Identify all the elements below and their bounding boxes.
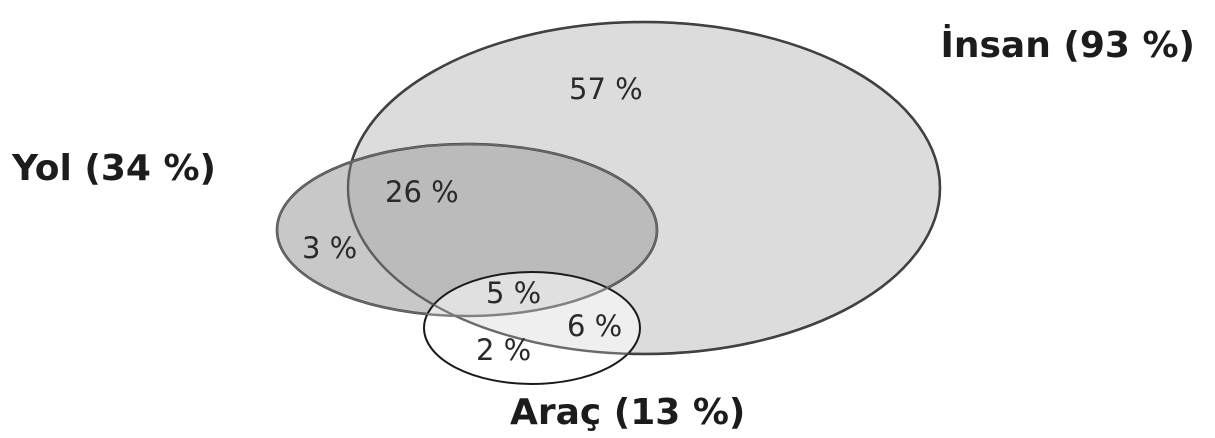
yol-set-label: Yol (34 %) xyxy=(11,148,216,189)
region-insan-yol-label: 26 % xyxy=(385,175,459,209)
arac-set-label: Araç (13 %) xyxy=(510,392,745,433)
region-all-three-label: 5 % xyxy=(486,276,541,310)
region-insan-only-label: 57 % xyxy=(569,72,643,106)
arac-set-ellipse xyxy=(423,271,641,385)
region-insan-arac-label: 6 % xyxy=(567,309,622,343)
insan-set-label: İnsan (93 %) xyxy=(940,24,1195,66)
region-yol-only-label: 3 % xyxy=(302,231,357,265)
yol-set-outline xyxy=(276,143,658,317)
region-arac-only-label: 2 % xyxy=(476,333,531,367)
insan-set-outline xyxy=(347,21,941,355)
